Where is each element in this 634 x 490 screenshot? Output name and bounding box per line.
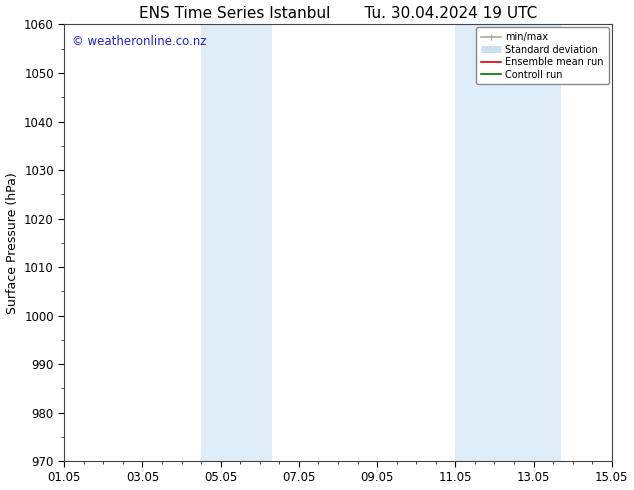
- Text: © weatheronline.co.nz: © weatheronline.co.nz: [72, 35, 207, 49]
- Bar: [455, 24, 561, 461]
- Y-axis label: Surface Pressure (hPa): Surface Pressure (hPa): [6, 172, 18, 314]
- Title: ENS Time Series Istanbul       Tu. 30.04.2024 19 UTC: ENS Time Series Istanbul Tu. 30.04.2024 …: [139, 5, 537, 21]
- Legend: min/max, Standard deviation, Ensemble mean run, Controll run: min/max, Standard deviation, Ensemble me…: [476, 27, 609, 84]
- Bar: [201, 24, 271, 461]
